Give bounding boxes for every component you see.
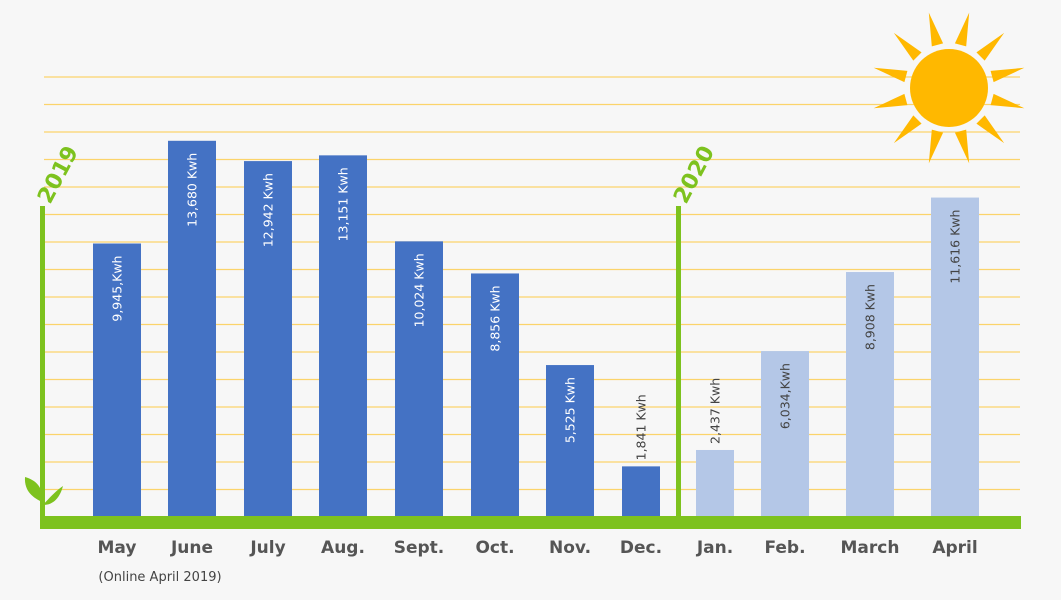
bar-value-label: 8,908 Kwh: [863, 284, 878, 350]
bar-value-label: 10,024 Kwh: [412, 253, 427, 327]
year-label-2019: 2019: [33, 142, 84, 208]
bar-value-label: 13,680 Kwh: [185, 153, 200, 227]
category-label: Oct.: [475, 538, 514, 558]
sprout-leaf: [43, 486, 63, 505]
sprout-leaf: [24, 477, 43, 502]
sun-ray: [954, 12, 970, 47]
year-marker-2019-line: [40, 206, 45, 518]
year-label-2020: 2020: [669, 142, 720, 208]
bar-nov: [546, 365, 594, 517]
sun-ray: [873, 93, 908, 109]
category-label: April: [932, 538, 977, 558]
category-label: Aug.: [321, 538, 365, 558]
category-label: Nov.: [549, 538, 591, 558]
bar-dec: [622, 466, 660, 517]
sun-ray: [990, 93, 1025, 109]
sun-ray: [976, 32, 1005, 61]
sprout-icon: [24, 477, 63, 518]
category-label: March: [841, 538, 900, 558]
bar-sept: [395, 241, 443, 517]
bar-april: [931, 197, 979, 517]
bar-aug: [319, 155, 367, 517]
bar-oct: [471, 273, 519, 517]
sun-ray: [873, 67, 908, 83]
axes: 2019 2020: [33, 142, 1021, 529]
category-label: Dec.: [620, 538, 662, 558]
bar-value-label: 5,525 Kwh: [563, 377, 578, 443]
bar-value-label: 8,856 Kwh: [488, 285, 503, 351]
sun-ray: [928, 12, 944, 47]
sun-ray: [928, 129, 944, 164]
x-axis-baseline: [40, 516, 1021, 529]
bar-jan: [696, 449, 734, 517]
bar-value-label: 1,841 Kwh: [634, 394, 649, 460]
sun-ray: [954, 129, 970, 164]
sun-ray: [990, 67, 1025, 83]
bar-feb: [761, 351, 809, 517]
bar-march: [846, 272, 894, 517]
sun-icon: [873, 12, 1025, 164]
category-label: July: [249, 538, 285, 558]
bar-value-label: 6,034,Kwh: [778, 363, 793, 429]
bar-june: [168, 140, 216, 518]
category-label: Jan.: [696, 538, 733, 558]
bar-may: [93, 243, 141, 517]
bars: [93, 140, 979, 518]
bar-labels: 9,945,Kwh 13,680 Kwh 12,942 Kwh 13,151 Kwh 1…: [110, 153, 963, 461]
bar-july: [244, 161, 292, 517]
sun-disc: [910, 49, 988, 127]
bar-value-label: 12,942 Kwh: [261, 173, 276, 247]
bar-value-label: 9,945,Kwh: [110, 256, 125, 322]
sun-ray: [893, 32, 922, 61]
category-label: Feb.: [764, 538, 805, 558]
bar-value-label: 2,437 Kwh: [708, 378, 723, 444]
bar-value-label: 13,151 Kwh: [336, 167, 351, 241]
category-label: June: [170, 538, 213, 558]
category-label: Sept.: [394, 538, 445, 558]
category-label: May: [98, 538, 137, 558]
category-labels: May June July Aug. Sept. Oct. Nov. Dec. Jan. Feb.…: [98, 538, 978, 558]
year-marker-2020-line: [676, 206, 681, 518]
online-note: (Online April 2019): [98, 570, 221, 585]
sun-ray: [976, 115, 1005, 144]
bar-value-label: 11,616 Kwh: [948, 210, 963, 284]
sun-ray: [893, 115, 922, 144]
